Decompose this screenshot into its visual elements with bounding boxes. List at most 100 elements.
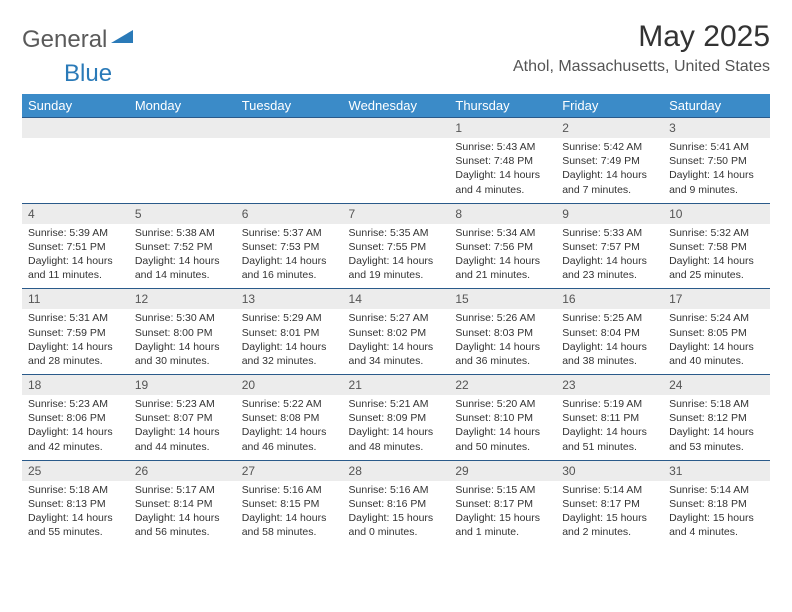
day-detail-cell: Sunrise: 5:16 AMSunset: 8:16 PMDaylight:…: [343, 481, 450, 546]
day-number-cell: 6: [236, 203, 343, 224]
day-d1: Daylight: 14 hours: [242, 340, 337, 354]
day-detail-cell: Sunrise: 5:33 AMSunset: 7:57 PMDaylight:…: [556, 224, 663, 289]
day-ss: Sunset: 8:10 PM: [455, 411, 550, 425]
day-detail-cell: Sunrise: 5:29 AMSunset: 8:01 PMDaylight:…: [236, 309, 343, 374]
day-detail-row: Sunrise: 5:23 AMSunset: 8:06 PMDaylight:…: [22, 395, 770, 460]
day-detail-cell: [236, 138, 343, 203]
day-d2: and 48 minutes.: [349, 440, 444, 454]
day-number-cell: 13: [236, 289, 343, 310]
logo-text-gray: General: [22, 26, 107, 54]
day-number-cell: 30: [556, 460, 663, 481]
day-d1: Daylight: 14 hours: [135, 425, 230, 439]
day-d2: and 19 minutes.: [349, 268, 444, 282]
day-detail-cell: [22, 138, 129, 203]
day-d1: Daylight: 14 hours: [669, 425, 764, 439]
day-sr: Sunrise: 5:21 AM: [349, 397, 444, 411]
day-sr: Sunrise: 5:39 AM: [28, 226, 123, 240]
day-number-cell: 25: [22, 460, 129, 481]
day-number-cell: 5: [129, 203, 236, 224]
day-d2: and 1 minute.: [455, 525, 550, 539]
day-number-cell: 9: [556, 203, 663, 224]
day-detail-cell: Sunrise: 5:39 AMSunset: 7:51 PMDaylight:…: [22, 224, 129, 289]
day-sr: Sunrise: 5:30 AM: [135, 311, 230, 325]
day-detail-cell: Sunrise: 5:18 AMSunset: 8:12 PMDaylight:…: [663, 395, 770, 460]
day-detail-cell: Sunrise: 5:23 AMSunset: 8:06 PMDaylight:…: [22, 395, 129, 460]
day-sr: Sunrise: 5:38 AM: [135, 226, 230, 240]
weekday-header: Wednesday: [343, 94, 450, 118]
day-d2: and 38 minutes.: [562, 354, 657, 368]
weekday-header: Tuesday: [236, 94, 343, 118]
day-d2: and 32 minutes.: [242, 354, 337, 368]
day-number-cell: 24: [663, 375, 770, 396]
day-d2: and 46 minutes.: [242, 440, 337, 454]
day-d1: Daylight: 14 hours: [28, 340, 123, 354]
day-d1: Daylight: 14 hours: [669, 254, 764, 268]
day-d1: Daylight: 14 hours: [28, 254, 123, 268]
day-number-cell: 15: [449, 289, 556, 310]
day-sr: Sunrise: 5:32 AM: [669, 226, 764, 240]
day-detail-cell: Sunrise: 5:37 AMSunset: 7:53 PMDaylight:…: [236, 224, 343, 289]
day-detail-cell: Sunrise: 5:14 AMSunset: 8:17 PMDaylight:…: [556, 481, 663, 546]
day-detail-cell: Sunrise: 5:38 AMSunset: 7:52 PMDaylight:…: [129, 224, 236, 289]
day-d1: Daylight: 14 hours: [135, 511, 230, 525]
day-number-cell: 14: [343, 289, 450, 310]
day-detail-cell: [343, 138, 450, 203]
day-d1: Daylight: 14 hours: [455, 425, 550, 439]
day-ss: Sunset: 8:11 PM: [562, 411, 657, 425]
day-ss: Sunset: 8:06 PM: [28, 411, 123, 425]
weekday-header: Thursday: [449, 94, 556, 118]
day-sr: Sunrise: 5:18 AM: [669, 397, 764, 411]
weekday-header: Friday: [556, 94, 663, 118]
day-sr: Sunrise: 5:24 AM: [669, 311, 764, 325]
day-detail-row: Sunrise: 5:39 AMSunset: 7:51 PMDaylight:…: [22, 224, 770, 289]
day-ss: Sunset: 8:15 PM: [242, 497, 337, 511]
day-ss: Sunset: 8:17 PM: [562, 497, 657, 511]
day-number-cell: 10: [663, 203, 770, 224]
day-detail-cell: Sunrise: 5:26 AMSunset: 8:03 PMDaylight:…: [449, 309, 556, 374]
day-detail-cell: Sunrise: 5:41 AMSunset: 7:50 PMDaylight:…: [663, 138, 770, 203]
day-number-cell: 8: [449, 203, 556, 224]
day-detail-cell: Sunrise: 5:42 AMSunset: 7:49 PMDaylight:…: [556, 138, 663, 203]
day-d2: and 51 minutes.: [562, 440, 657, 454]
day-ss: Sunset: 8:12 PM: [669, 411, 764, 425]
day-detail-cell: Sunrise: 5:17 AMSunset: 8:14 PMDaylight:…: [129, 481, 236, 546]
day-d1: Daylight: 14 hours: [242, 254, 337, 268]
day-number-cell: 27: [236, 460, 343, 481]
day-sr: Sunrise: 5:19 AM: [562, 397, 657, 411]
day-d2: and 14 minutes.: [135, 268, 230, 282]
day-d2: and 9 minutes.: [669, 183, 764, 197]
day-ss: Sunset: 8:02 PM: [349, 326, 444, 340]
day-number-cell: 21: [343, 375, 450, 396]
day-detail-cell: Sunrise: 5:30 AMSunset: 8:00 PMDaylight:…: [129, 309, 236, 374]
day-d1: Daylight: 15 hours: [349, 511, 444, 525]
day-number-cell: 12: [129, 289, 236, 310]
day-d1: Daylight: 14 hours: [242, 425, 337, 439]
day-d2: and 42 minutes.: [28, 440, 123, 454]
day-d2: and 4 minutes.: [669, 525, 764, 539]
day-detail-cell: Sunrise: 5:19 AMSunset: 8:11 PMDaylight:…: [556, 395, 663, 460]
day-ss: Sunset: 7:50 PM: [669, 154, 764, 168]
day-ss: Sunset: 7:51 PM: [28, 240, 123, 254]
day-d2: and 36 minutes.: [455, 354, 550, 368]
month-title: May 2025: [513, 20, 770, 54]
day-d2: and 50 minutes.: [455, 440, 550, 454]
day-ss: Sunset: 8:04 PM: [562, 326, 657, 340]
day-number-cell: [236, 118, 343, 139]
day-sr: Sunrise: 5:25 AM: [562, 311, 657, 325]
day-number-cell: 4: [22, 203, 129, 224]
day-d1: Daylight: 14 hours: [242, 511, 337, 525]
day-ss: Sunset: 7:59 PM: [28, 326, 123, 340]
day-sr: Sunrise: 5:37 AM: [242, 226, 337, 240]
weekday-header: Monday: [129, 94, 236, 118]
day-detail-cell: Sunrise: 5:34 AMSunset: 7:56 PMDaylight:…: [449, 224, 556, 289]
day-d1: Daylight: 14 hours: [562, 254, 657, 268]
day-number-cell: [343, 118, 450, 139]
day-number-cell: 28: [343, 460, 450, 481]
day-d1: Daylight: 14 hours: [669, 168, 764, 182]
day-detail-cell: Sunrise: 5:23 AMSunset: 8:07 PMDaylight:…: [129, 395, 236, 460]
day-d2: and 34 minutes.: [349, 354, 444, 368]
day-d1: Daylight: 14 hours: [28, 425, 123, 439]
weekday-header: Saturday: [663, 94, 770, 118]
day-number-cell: 20: [236, 375, 343, 396]
day-ss: Sunset: 8:16 PM: [349, 497, 444, 511]
